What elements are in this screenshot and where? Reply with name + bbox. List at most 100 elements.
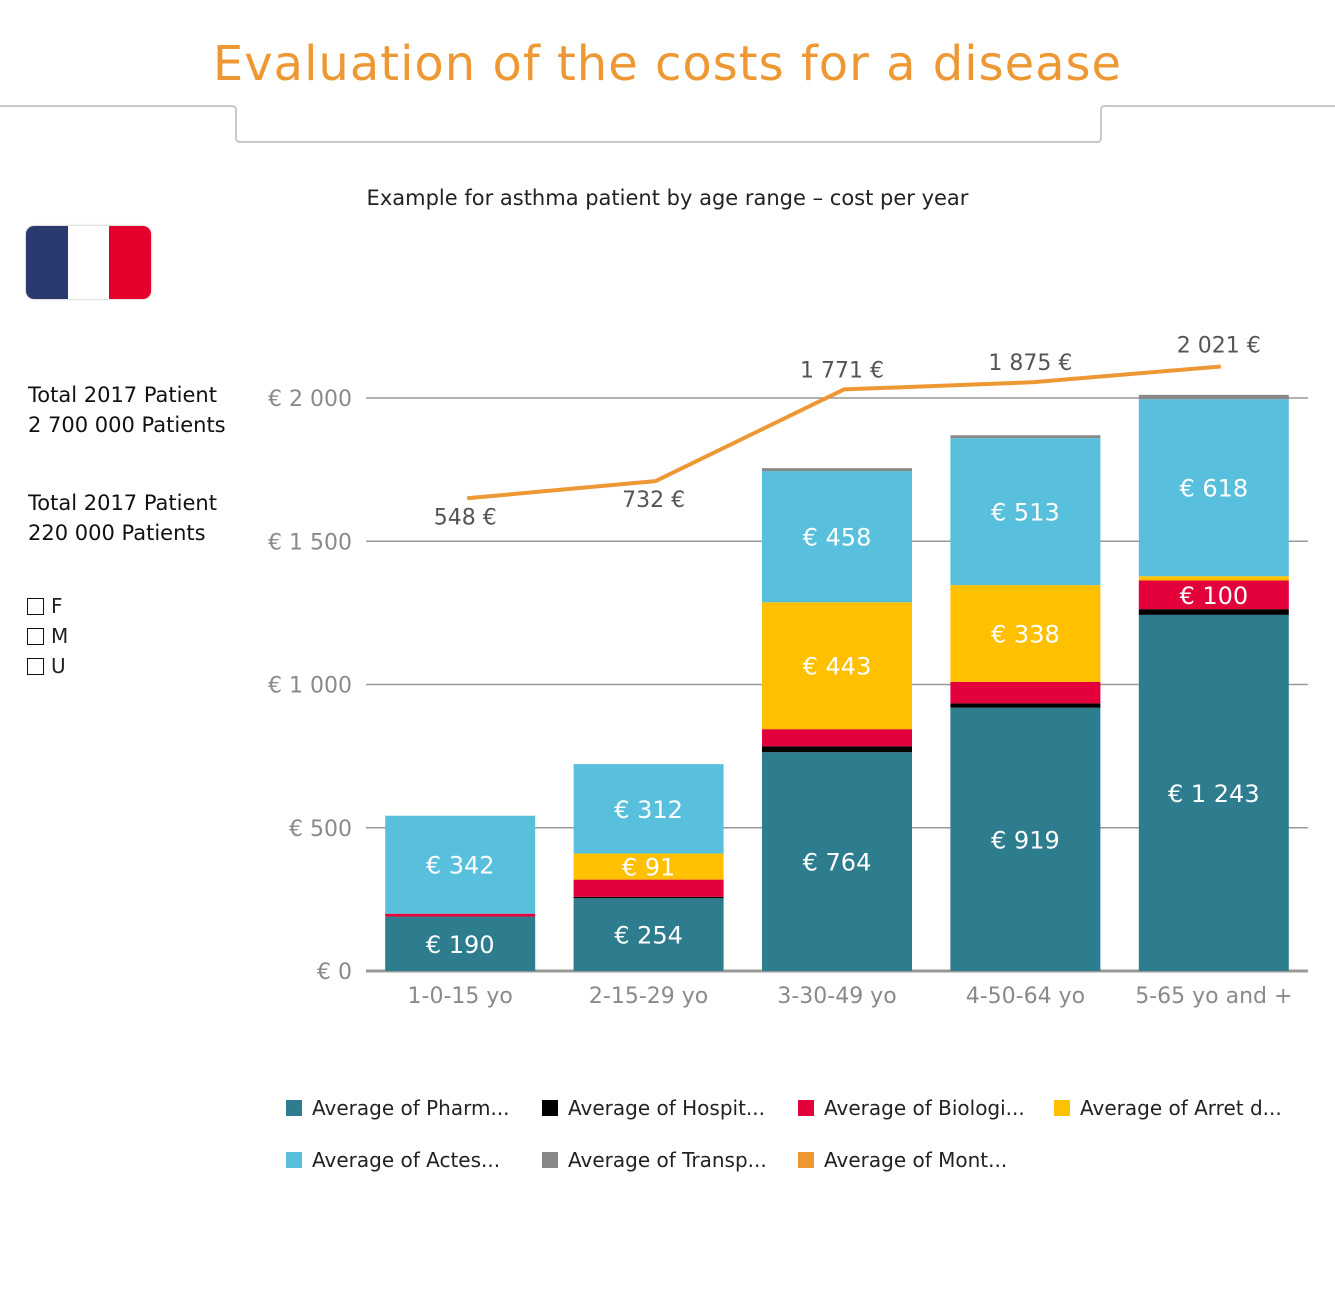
legend-item[interactable]: Average of Biologi... <box>798 1096 1054 1120</box>
bar-segment <box>762 468 912 472</box>
checkbox-m[interactable] <box>27 627 44 645</box>
bar-segment <box>762 602 912 730</box>
y-tick-label: € 500 <box>289 817 352 842</box>
flag-blue-stripe <box>26 226 68 299</box>
bar-segment <box>573 853 724 880</box>
bar-segment <box>950 707 1101 971</box>
line-data-label: 732 € <box>622 488 685 513</box>
bar-segment <box>1138 614 1289 971</box>
legend-label: Average of Mont... <box>824 1148 1008 1172</box>
filter-label-m: M <box>51 624 69 648</box>
line-data-label: 548 € <box>434 505 497 530</box>
chart-subtitle: Example for asthma patient by age range … <box>366 186 969 210</box>
bar-segment <box>762 752 912 971</box>
legend-swatch <box>286 1100 302 1116</box>
bar-segment <box>385 815 536 914</box>
title-underline-frame <box>0 105 1335 143</box>
bar-segment <box>1138 609 1289 615</box>
legend-swatch <box>286 1152 302 1168</box>
legend-swatch <box>1054 1100 1070 1116</box>
bar-segment <box>950 438 1101 586</box>
x-tick-label: 5-65 yo and + <box>1135 984 1292 1009</box>
bar-segment <box>1138 394 1289 400</box>
y-tick-label: € 2 000 <box>268 387 352 412</box>
bar-segment <box>573 879 724 897</box>
legend-swatch <box>542 1100 558 1116</box>
kpi-total-patients-2: Total 2017 Patient 220 000 Patients <box>28 488 217 548</box>
legend-item[interactable]: Average of Mont... <box>798 1148 1054 1172</box>
bar-data-label: € 338 <box>991 621 1060 649</box>
line-data-label: 1 875 € <box>988 351 1072 376</box>
filter-option-m[interactable]: M <box>27 621 68 651</box>
kpi-label: Total 2017 Patient <box>28 383 217 407</box>
france-flag-icon <box>26 226 151 299</box>
gender-filter: F M U <box>27 591 68 681</box>
bar-segment <box>950 681 1101 704</box>
legend-label: Average of Pharm... <box>312 1096 510 1120</box>
x-tick-label: 2-15-29 yo <box>589 984 708 1009</box>
bar-segment <box>1138 580 1289 610</box>
stacked-bar-chart: € 0 € 500 € 1 000 € 1 500 € 2 000 1-0-15 yo 2-… <box>268 333 1308 1009</box>
kpi-label: Total 2017 Patient <box>28 491 217 515</box>
legend-swatch <box>542 1152 558 1168</box>
bar-data-label: € 618 <box>1179 475 1248 503</box>
legend-label: Average of Biologi... <box>824 1096 1025 1120</box>
bar-data-label: € 764 <box>803 849 872 877</box>
checkbox-u[interactable] <box>27 657 44 675</box>
filter-option-u[interactable]: U <box>27 651 68 681</box>
bar-data-label: € 342 <box>426 852 495 880</box>
checkbox-f[interactable] <box>27 597 44 615</box>
filter-option-f[interactable]: F <box>27 591 68 621</box>
line-data-label: 2 021 € <box>1177 333 1261 358</box>
bar-segment <box>1138 576 1289 581</box>
y-tick-label: € 1 500 <box>268 530 352 555</box>
legend-item[interactable]: Average of Arret d... <box>1054 1096 1310 1120</box>
bar-segment <box>762 471 912 603</box>
bar-segment <box>1138 399 1289 577</box>
legend-label: Average of Actes... <box>312 1148 501 1172</box>
bar-data-label: € 1 243 <box>1168 780 1260 808</box>
y-tick-label: € 1 000 <box>268 674 352 699</box>
chart-title: Evaluation of the costs for a disease <box>212 36 1123 92</box>
x-tick-label: 1-0-15 yo <box>408 984 513 1009</box>
legend-item[interactable]: Average of Hospit... <box>542 1096 798 1120</box>
kpi-total-patients-1: Total 2017 Patient 2 700 000 Patients <box>28 380 226 440</box>
chart-legend: Average of Pharm... Average of Hospit... A… <box>286 1082 1326 1186</box>
bar-segment <box>385 913 536 917</box>
legend-swatch <box>798 1152 814 1168</box>
legend-label: Average of Hospit... <box>568 1096 765 1120</box>
filter-label-u: U <box>51 654 66 678</box>
line-data-label: 1 771 € <box>800 358 884 383</box>
bar-data-label: € 254 <box>614 922 683 950</box>
bar-segment <box>762 746 912 753</box>
flag-red-stripe <box>109 226 151 299</box>
kpi-value: 220 000 Patients <box>28 521 206 545</box>
bar-data-label: € 91 <box>622 854 675 882</box>
bar-data-label: € 919 <box>991 826 1060 854</box>
legend-item[interactable]: Average of Pharm... <box>286 1096 542 1120</box>
bar-data-label: € 100 <box>1179 582 1248 610</box>
bar-segment <box>950 585 1101 682</box>
y-tick-label: € 0 <box>317 960 352 985</box>
legend-label: Average of Arret d... <box>1080 1096 1282 1120</box>
bar-segment <box>385 916 536 971</box>
legend-item[interactable]: Average of Transp... <box>542 1148 798 1172</box>
bar-data-label: € 458 <box>803 524 872 552</box>
bar-segment <box>573 896 724 899</box>
bar-segment <box>950 435 1101 439</box>
bar-data-label: € 443 <box>803 653 872 681</box>
x-tick-label: 4-50-64 yo <box>966 984 1085 1009</box>
bar-segment <box>950 703 1101 708</box>
x-tick-label: 3-30-49 yo <box>777 984 896 1009</box>
filter-label-f: F <box>51 594 63 618</box>
legend-item[interactable]: Average of Actes... <box>286 1148 542 1172</box>
flag-white-stripe <box>67 226 110 299</box>
bar-data-label: € 312 <box>614 796 683 824</box>
bar-segment <box>762 729 912 747</box>
bar-data-label: € 190 <box>426 931 495 959</box>
bar-segment <box>573 764 724 854</box>
bar-data-label: € 513 <box>991 499 1060 527</box>
legend-label: Average of Transp... <box>568 1148 767 1172</box>
legend-swatch <box>798 1100 814 1116</box>
kpi-value: 2 700 000 Patients <box>28 413 226 437</box>
